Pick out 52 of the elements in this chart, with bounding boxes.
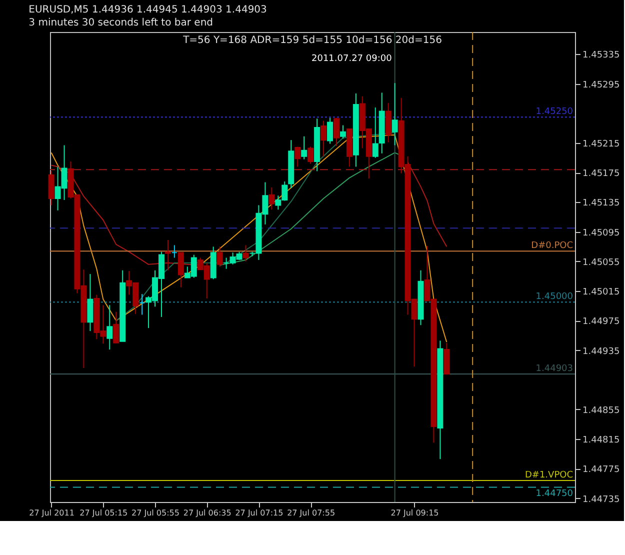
x-tick-label: 27 Jul 07:55 [287,508,336,518]
y-tick-label: 1.45055 [582,258,620,268]
candlestick [392,82,398,146]
y-tick-label: 1.45095 [582,228,620,238]
chart-subtitle: 3 minutes 30 seconds left to bar end [28,18,214,28]
ref-line-label: 2011.07.27 09:00 [311,54,392,64]
candlestick [294,146,301,168]
candlestick [385,102,392,143]
y-tick-label: 1.44935 [582,346,620,357]
candlestick [178,252,184,288]
y-tick-label: 1.44815 [582,436,620,446]
candlestick [171,244,178,258]
candlestick [327,117,333,144]
candlestick [113,311,120,344]
candlestick [372,106,378,158]
candlestick [216,246,223,268]
ref-line-label: 1.44750 [536,489,574,500]
ref-line-label: D#0.POC [531,241,573,252]
y-tick-label: 1.45175 [582,169,620,180]
x-tick-label: 27 Jul 05:15 [80,508,128,518]
ref-line-label: D#1.VPOC [524,470,573,481]
y-tick-label: 1.44775 [582,465,620,476]
candlestick [106,304,113,350]
y-tick-label: 1.44855 [582,406,620,416]
candlestick [87,274,94,332]
candlestick [308,146,314,164]
y-tick-label: 1.45335 [582,50,620,61]
ref-line-label: 1.44903 [536,364,573,374]
candlestick [301,136,308,160]
candlestick [242,244,249,262]
candlestick [48,170,54,206]
ref-line-label: 1.45250 [536,107,574,118]
x-tick-label: 27 Jul 06:35 [183,508,232,518]
y-tick-label: 1.45015 [582,288,620,298]
x-tick-label: 27 Jul 09:15 [390,508,439,518]
chart-title: EURUSD,M5 1.44936 1.44945 1.44903 1.44903 [28,4,267,16]
y-tick-label: 1.44735 [582,494,620,505]
x-tick-label: 27 Jul 05:55 [132,508,180,518]
annotation: T=56 Y=168 ADR=159 5d=155 10d=156 20d=156 [182,35,442,46]
candlestick [333,117,340,146]
candlestick [164,239,171,271]
candlestick [320,120,327,157]
y-tick-label: 1.45295 [582,80,620,90]
candlestick [340,124,346,140]
x-tick-label: 27 Jul 2011 [29,508,74,518]
x-tick-label: 27 Jul 07:15 [235,508,284,518]
candlestick [268,186,275,210]
ref-line-label: 1.45000 [536,292,574,302]
y-tick-label: 1.45135 [582,198,620,209]
candlestick [139,294,146,316]
y-tick-label: 1.44975 [582,317,620,328]
y-tick-label: 1.45215 [582,140,620,150]
